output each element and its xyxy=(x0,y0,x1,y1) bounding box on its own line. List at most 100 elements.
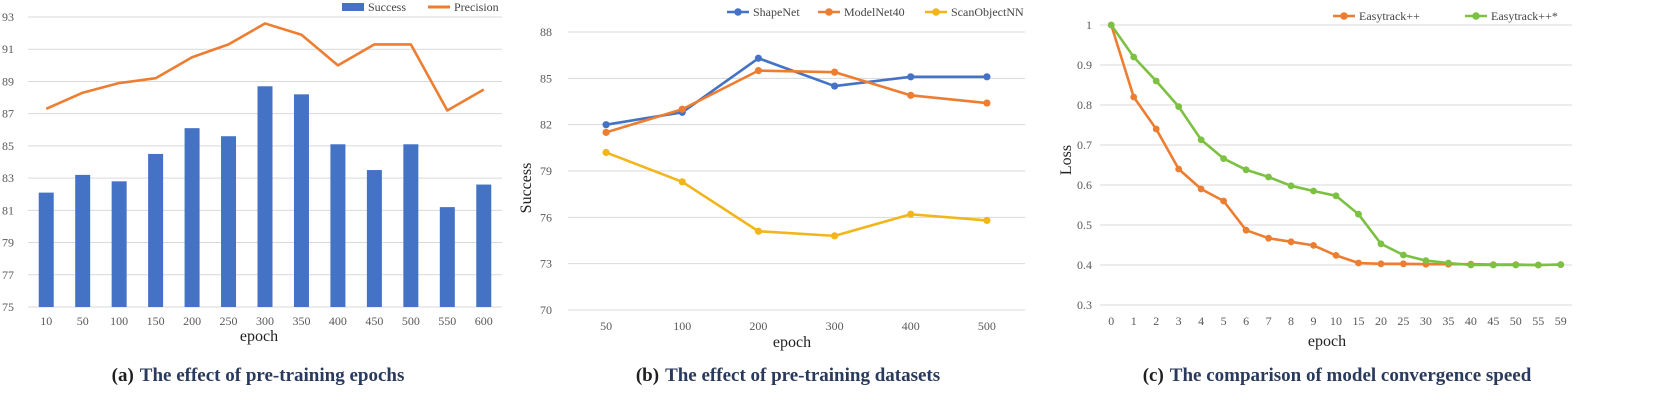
panel-b-x-tick-label: 400 xyxy=(902,319,920,333)
panel-b-datasets-chart: 70 73 76 79 82 85 88 50 100 200 300 400 500 epoch S… xyxy=(518,5,1025,386)
panel-a-x-tick-label: 100 xyxy=(110,314,128,328)
easytrack-star-point xyxy=(1310,187,1317,195)
panel-c-legend: Easytrack++ Easytrack++* xyxy=(1333,9,1558,23)
panel-a-y-tick-label: 83 xyxy=(2,171,14,185)
panel-c-x-tick-label: 15 xyxy=(1352,314,1364,328)
success-bar xyxy=(257,86,273,308)
easytrack-point xyxy=(1130,93,1138,101)
panel-c-x-tick-label: 50 xyxy=(1510,314,1522,328)
panel-c-x-tick-label: 0 xyxy=(1108,314,1114,328)
success-bar xyxy=(330,144,346,307)
easytrack-star-point xyxy=(1332,192,1340,200)
modelnet40-point xyxy=(754,67,763,75)
panel-b-y-tick-label: 79 xyxy=(540,164,552,178)
success-bar xyxy=(184,128,200,307)
panel-c-y-tick-label: 0.6 xyxy=(1077,178,1092,192)
panel-a-y-tick-label: 81 xyxy=(2,203,14,217)
scanobjectnn-point xyxy=(907,210,915,218)
scanobjectnn-point xyxy=(754,227,763,235)
legend-label-modelnet40: ModelNet40 xyxy=(844,5,905,19)
panel-c-x-tick-label: 45 xyxy=(1487,314,1499,328)
panel-a-caption-text: The effect of pre-training epochs xyxy=(140,365,405,386)
legend-swatch-success xyxy=(342,3,364,11)
easytrack-point xyxy=(1355,259,1362,267)
success-bar xyxy=(293,94,309,307)
easytrack-star-point xyxy=(1377,240,1385,248)
panel-c-x-tick-label: 5 xyxy=(1221,314,1227,328)
shapenet-point xyxy=(754,54,763,62)
legend-label-easytrack: Easytrack++ xyxy=(1359,9,1420,23)
legend-marker-easytrack xyxy=(1340,12,1348,20)
easytrack-star-point xyxy=(1130,53,1138,61)
panel-a-x-tick-label: 10 xyxy=(40,314,52,328)
panel-a-x-tick-label: 500 xyxy=(402,314,420,328)
panel-c-x-tick-label: 59 xyxy=(1555,314,1567,328)
legend-label-easytrack-star: Easytrack++* xyxy=(1491,9,1558,23)
easytrack-star-point xyxy=(1422,257,1430,264)
panel-a-y-tick-label: 79 xyxy=(2,236,14,250)
scanobjectnn-line xyxy=(605,151,988,238)
success-bar xyxy=(148,153,164,307)
panel-c-x-tick-label: 8 xyxy=(1288,314,1294,328)
panel-b-y-tick-label: 88 xyxy=(540,25,552,39)
panel-a-caption-label: (a) xyxy=(112,365,134,386)
easytrack-point xyxy=(1242,226,1250,234)
panel-b-caption: (b) The effect of pre-training datasets xyxy=(636,365,940,386)
legend-marker-modelnet40 xyxy=(825,8,833,16)
modelnet40-point xyxy=(830,68,839,76)
easytrack-star-point xyxy=(1242,166,1250,174)
easytrack-point xyxy=(1400,260,1407,268)
panel-b-caption-text: The effect of pre-training datasets xyxy=(665,365,940,386)
panel-a-x-axis-title: epoch xyxy=(240,328,278,345)
panel-a-x-tick-label: 150 xyxy=(147,314,165,328)
legend-marker-shapenet xyxy=(734,8,742,16)
success-bar xyxy=(221,136,237,307)
panel-a-x-tick-label: 600 xyxy=(475,314,493,328)
panel-a-x-tick-label: 400 xyxy=(329,314,347,328)
panel-c-y-tick-label: 0.4 xyxy=(1077,258,1092,272)
easytrack-star-point xyxy=(1534,261,1542,269)
modelnet40-point xyxy=(907,91,915,99)
legend-label-scanobjectnn: ScanObjectNN xyxy=(951,5,1024,19)
panel-c-x-tick-label: 20 xyxy=(1375,314,1387,328)
panel-b-y-tick-label: 82 xyxy=(540,118,552,132)
panel-a-y-tick-label: 91 xyxy=(2,42,14,56)
panel-b-x-tick-label: 500 xyxy=(978,319,996,333)
panel-b-y-tick-label: 76 xyxy=(540,210,552,224)
easytrack-star-point xyxy=(1557,261,1565,268)
easytrack-point xyxy=(1152,125,1160,133)
panel-c-caption: (c) The comparison of model convergence s… xyxy=(1143,365,1532,386)
shapenet-point xyxy=(983,73,991,81)
shapenet-point xyxy=(907,73,915,81)
easytrack-star-point xyxy=(1444,259,1452,267)
legend-label-success: Success xyxy=(368,0,406,14)
scanobjectnn-point xyxy=(678,178,686,186)
panel-a-legend: Success Precision xyxy=(342,0,499,14)
panel-c-caption-text: The comparison of model convergence spee… xyxy=(1170,365,1532,386)
panel-c-x-tick-label: 4 xyxy=(1198,314,1204,328)
panel-b-y-axis-title: Success xyxy=(518,163,535,214)
panel-c-caption-label: (c) xyxy=(1143,365,1164,386)
panel-a-y-tick-label: 75 xyxy=(2,300,14,314)
panel-b-x-tick-label: 100 xyxy=(673,319,691,333)
legend-marker-easytrack-star xyxy=(1472,12,1480,20)
panel-a-caption: (a) The effect of pre-training epochs xyxy=(112,365,405,386)
easytrack-star-point xyxy=(1400,251,1407,259)
panel-c-y-tick-label: 0.7 xyxy=(1077,138,1092,152)
success-bar xyxy=(366,170,382,307)
panel-a-x-tick-label: 550 xyxy=(438,314,456,328)
modelnet40-point xyxy=(678,105,686,113)
modelnet40-point xyxy=(602,128,610,136)
panel-b-x-tick-label: 50 xyxy=(600,319,612,333)
success-bar xyxy=(439,207,455,307)
easytrack-star-point xyxy=(1265,173,1272,181)
panel-c-y-tick-label: 0.8 xyxy=(1077,98,1092,112)
success-bar xyxy=(75,174,91,307)
panel-c-x-tick-label: 25 xyxy=(1397,314,1409,328)
panel-a-x-tick-label: 450 xyxy=(365,314,383,328)
panel-c-x-tick-label: 40 xyxy=(1465,314,1477,328)
panel-a-x-tick-label: 350 xyxy=(292,314,310,328)
easytrack-point xyxy=(1265,234,1272,242)
panel-b-x-tick-label: 300 xyxy=(826,319,844,333)
